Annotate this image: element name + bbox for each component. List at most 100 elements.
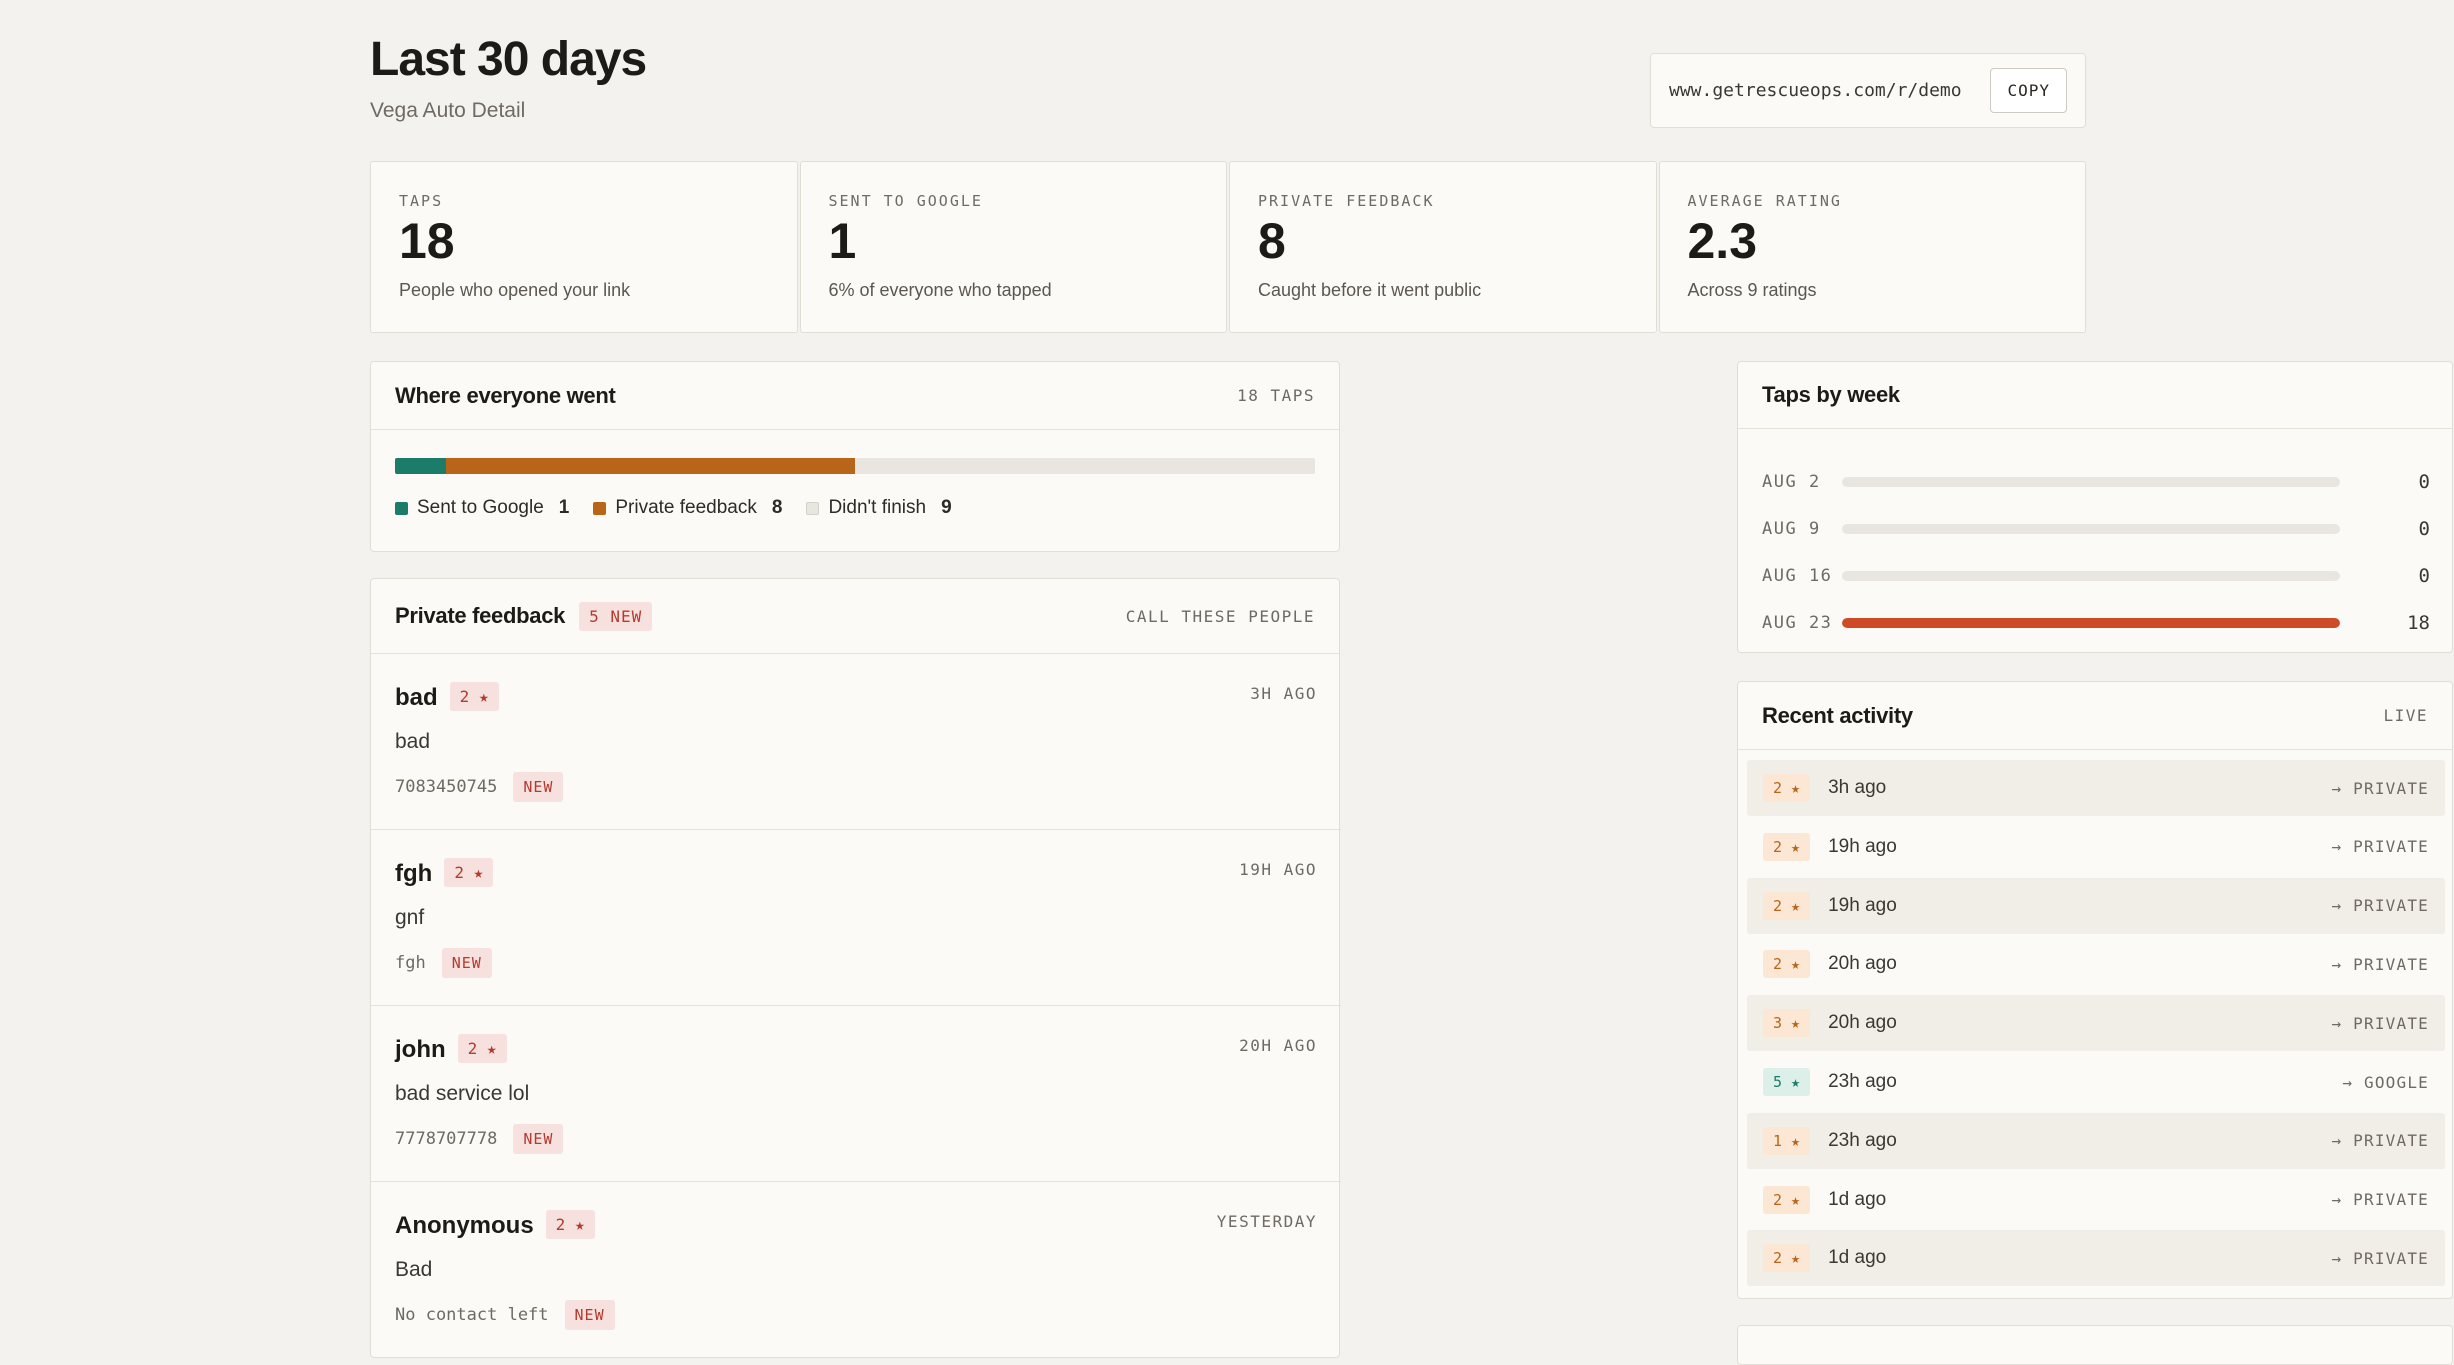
- stat-label: PRIVATE FEEDBACK: [1258, 192, 1435, 210]
- activity-time: 19h ago: [1828, 835, 1897, 857]
- activity-time: 20h ago: [1828, 953, 1897, 975]
- activity-row[interactable]: 2 ★ 1d ago → PRIVATE: [1747, 1172, 2445, 1228]
- stat-private-feedback: PRIVATE FEEDBACK 8 Caught before it went…: [1229, 161, 1657, 333]
- week-label: AUG 9: [1762, 519, 1821, 539]
- rating-badge: 2 ★: [457, 1034, 507, 1063]
- activity-time: 1d ago: [1828, 1188, 1887, 1210]
- card-header: Where everyone went 18 TAPS: [371, 362, 1339, 430]
- week-row: AUG 16 0: [1762, 564, 2430, 588]
- stat-label: SENT TO GOOGLE: [828, 192, 983, 210]
- week-bar-fill: [1842, 618, 2340, 628]
- stat-description: Across 9 ratings: [1687, 280, 1817, 300]
- activity-destination: → PRIVATE: [2331, 954, 2429, 974]
- swatch-icon: [593, 501, 607, 515]
- card-header: Private feedback 5 NEW CALL THESE PEOPLE: [371, 579, 1339, 654]
- stat-value: 8: [1258, 213, 1286, 269]
- activity-destination: → PRIVATE: [2331, 1190, 2429, 1210]
- activity-destination: → PRIVATE: [2331, 1131, 2429, 1151]
- business-name: Vega Auto Detail: [370, 99, 526, 122]
- feedback-text: gnf: [395, 906, 425, 929]
- feedback-text: bad service lol: [395, 1082, 530, 1105]
- legend-didnt-finish: Didn't finish 9: [806, 497, 952, 519]
- feedback-name-text: fgh: [395, 860, 433, 887]
- feedback-item[interactable]: fgh 2 ★ 19H AGO gnf fgh NEW: [371, 830, 1341, 1006]
- feedback-text: bad: [395, 730, 431, 753]
- live-indicator: LIVE: [2383, 706, 2428, 725]
- feedback-time: YESTERDAY: [1216, 1212, 1317, 1231]
- rating-chip: 5 ★: [1763, 1068, 1811, 1096]
- stat-description: 6% of everyone who tapped: [828, 280, 1052, 300]
- week-bar-track: [1842, 571, 2340, 581]
- rating-chip: 2 ★: [1763, 891, 1811, 920]
- stat-value: 1: [828, 213, 857, 269]
- legend-label: Private feedback: [615, 497, 757, 518]
- feedback-name: fgh 2 ★: [395, 858, 494, 888]
- call-these-people-link[interactable]: CALL THESE PEOPLE: [1125, 606, 1315, 626]
- rating-chip: 3 ★: [1763, 1009, 1811, 1038]
- feedback-contact: fgh NEW: [395, 948, 492, 978]
- feedback-contact: 7778707778 NEW: [395, 1124, 564, 1154]
- activity-row[interactable]: 5 ★ 23h ago → GOOGLE: [1747, 1054, 2445, 1110]
- rating-badge: 2 ★: [449, 682, 499, 711]
- activity-row[interactable]: 1 ★ 23h ago → PRIVATE: [1747, 1112, 2445, 1169]
- stat-description: Caught before it went public: [1258, 280, 1482, 300]
- feedback-item[interactable]: Anonymous 2 ★ YESTERDAY Bad No contact le…: [371, 1182, 1341, 1358]
- card-title: Taps by week: [1762, 382, 1900, 407]
- activity-row[interactable]: 2 ★ 1d ago → PRIVATE: [1747, 1230, 2445, 1287]
- contact-value[interactable]: fgh: [395, 953, 426, 973]
- distribution-legend: Sent to Google 1 Private feedback 8 Didn…: [395, 497, 952, 519]
- feedback-time: 19H AGO: [1239, 860, 1317, 879]
- activity-row[interactable]: 2 ★ 20h ago → PRIVATE: [1747, 936, 2445, 992]
- week-value: 0: [2418, 565, 2430, 587]
- legend-label: Sent to Google: [417, 497, 544, 518]
- week-bar-track: [1842, 524, 2340, 534]
- contact-value[interactable]: 7083450745: [395, 777, 498, 797]
- activity-row[interactable]: 2 ★ 3h ago → PRIVATE: [1747, 760, 2445, 816]
- week-row: AUG 23 18: [1762, 611, 2430, 635]
- share-link-url[interactable]: www.getrescueops.com/r/demo: [1669, 80, 1962, 101]
- legend-count: 9: [941, 497, 952, 518]
- contact-value: No contact left: [395, 1305, 549, 1325]
- contact-value[interactable]: 7778707778: [395, 1129, 498, 1149]
- legend-sent-to-google: Sent to Google 1: [395, 497, 569, 519]
- feedback-name: Anonymous 2 ★: [395, 1210, 595, 1240]
- next-card: [1737, 1325, 2453, 1365]
- week-value: 18: [2407, 612, 2430, 634]
- taps-count: 18 TAPS: [1237, 386, 1315, 405]
- rating-chip: 2 ★: [1763, 774, 1811, 802]
- copy-button[interactable]: COPY: [1990, 68, 2067, 113]
- rating-chip: 1 ★: [1763, 1126, 1811, 1155]
- activity-destination: → PRIVATE: [2331, 1248, 2429, 1268]
- legend-label: Didn't finish: [828, 497, 927, 518]
- legend-private-feedback: Private feedback 8: [593, 497, 782, 519]
- week-bar-track: [1842, 618, 2340, 628]
- feedback-item[interactable]: bad 2 ★ 3H AGO bad 7083450745 NEW: [371, 654, 1341, 830]
- activity-row[interactable]: 2 ★ 19h ago → PRIVATE: [1747, 819, 2445, 875]
- card-header: Recent activity LIVE: [1738, 682, 2452, 750]
- feedback-name-text: bad: [395, 684, 438, 711]
- activity-row[interactable]: 2 ★ 19h ago → PRIVATE: [1747, 877, 2445, 934]
- new-tag: NEW: [513, 772, 564, 802]
- stat-average-rating: AVERAGE RATING 2.3 Across 9 ratings: [1658, 161, 2086, 333]
- week-row: AUG 2 0: [1762, 470, 2430, 494]
- distribution-bar: [395, 458, 1315, 474]
- stats-row: TAPS 18 People who opened your link SENT…: [370, 161, 2086, 333]
- legend-count: 1: [558, 497, 570, 518]
- feedback-name-text: Anonymous: [395, 1212, 534, 1239]
- feedback-time: 3H AGO: [1250, 684, 1317, 703]
- segment-didnt-finish: [854, 458, 1315, 474]
- activity-destination: → GOOGLE: [2342, 1072, 2429, 1092]
- activity-row[interactable]: 3 ★ 20h ago → PRIVATE: [1747, 995, 2445, 1052]
- new-count-badge: 5 NEW: [579, 601, 653, 631]
- activity-time: 1d ago: [1828, 1247, 1887, 1269]
- feedback-item[interactable]: john 2 ★ 20H AGO bad service lol 77787077…: [371, 1006, 1341, 1182]
- rating-chip: 2 ★: [1763, 1185, 1811, 1214]
- legend-count: 8: [771, 497, 783, 518]
- feedback-name: john 2 ★: [395, 1034, 507, 1064]
- swatch-icon: [395, 501, 408, 515]
- feedback-name-text: john: [395, 1036, 446, 1063]
- segment-private-feedback: [446, 458, 855, 474]
- swatch-icon: [806, 501, 820, 515]
- feedback-text: Bad: [395, 1258, 433, 1281]
- feedback-name: bad 2 ★: [395, 682, 499, 712]
